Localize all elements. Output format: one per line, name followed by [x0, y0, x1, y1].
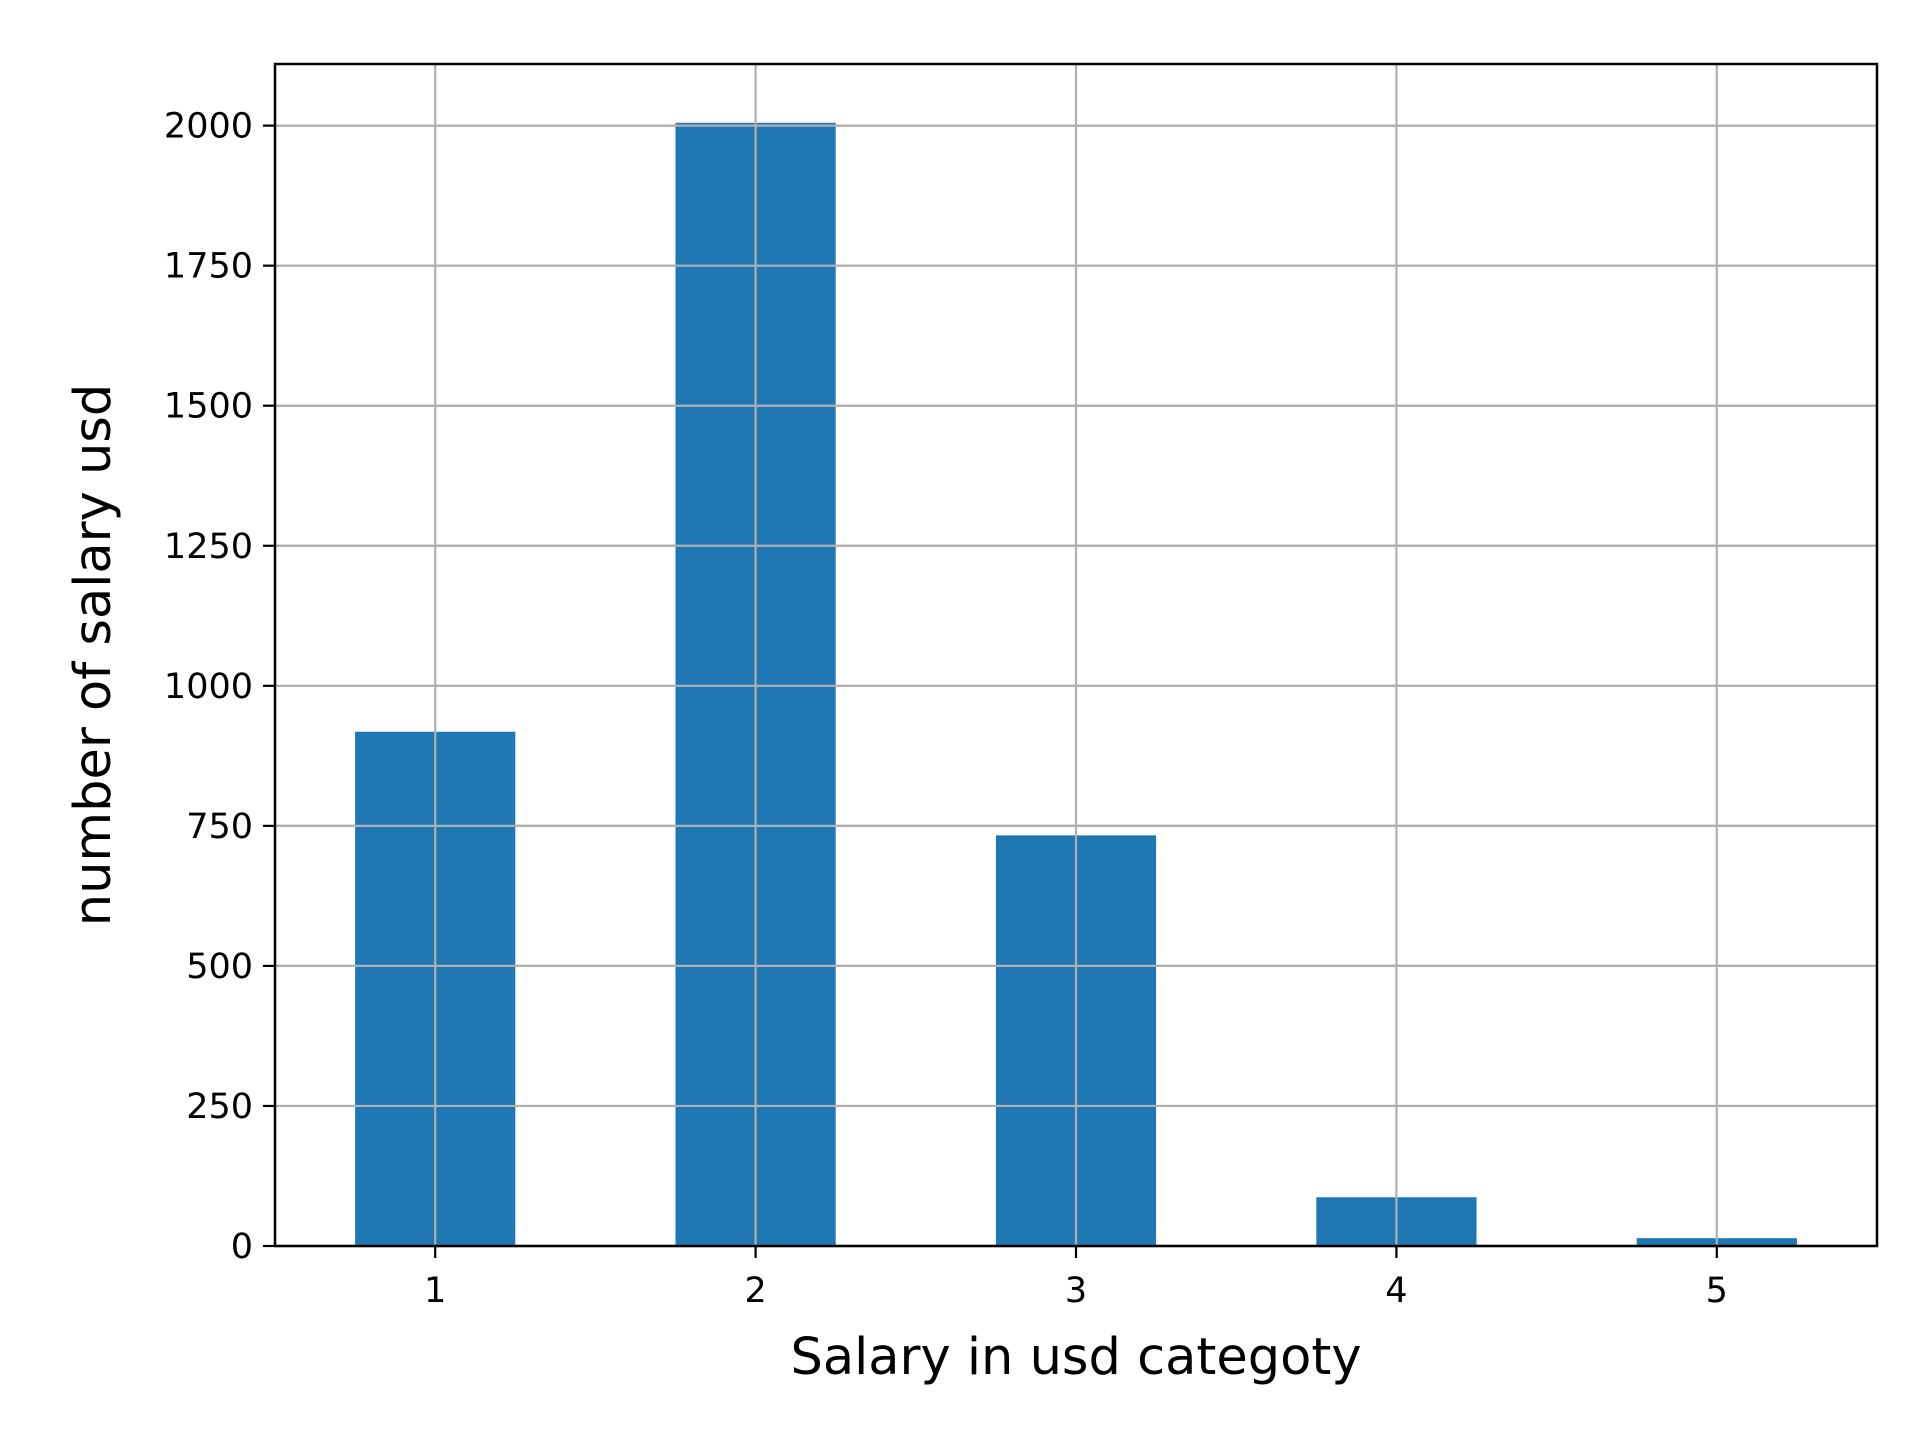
y-axis-title: number of salary usd — [64, 384, 123, 927]
x-tick-label: 3 — [1065, 1271, 1087, 1311]
y-tick-label: 1000 — [164, 667, 253, 707]
x-tick-label: 2 — [744, 1271, 766, 1311]
y-tick-label: 2000 — [164, 107, 253, 147]
y-tick-label: 0 — [231, 1227, 253, 1267]
x-tick-label: 4 — [1385, 1271, 1407, 1311]
y-tick-label: 250 — [186, 1087, 253, 1127]
x-axis-title: Salary in usd categoty — [790, 1328, 1361, 1387]
x-tick-label: 5 — [1706, 1271, 1728, 1311]
y-tick-label: 1250 — [164, 527, 253, 567]
y-tick-label: 500 — [186, 947, 253, 987]
x-tick-label: 1 — [424, 1271, 446, 1311]
ticks — [263, 124, 1718, 1258]
tick-labels: 0 250 500 750 1000 1250 1500 1750 2000 1 2 3 4 5 — [164, 107, 1728, 1311]
y-tick-label: 750 — [186, 807, 253, 847]
y-tick-label: 1750 — [164, 247, 253, 287]
y-tick-label: 1500 — [164, 387, 253, 427]
